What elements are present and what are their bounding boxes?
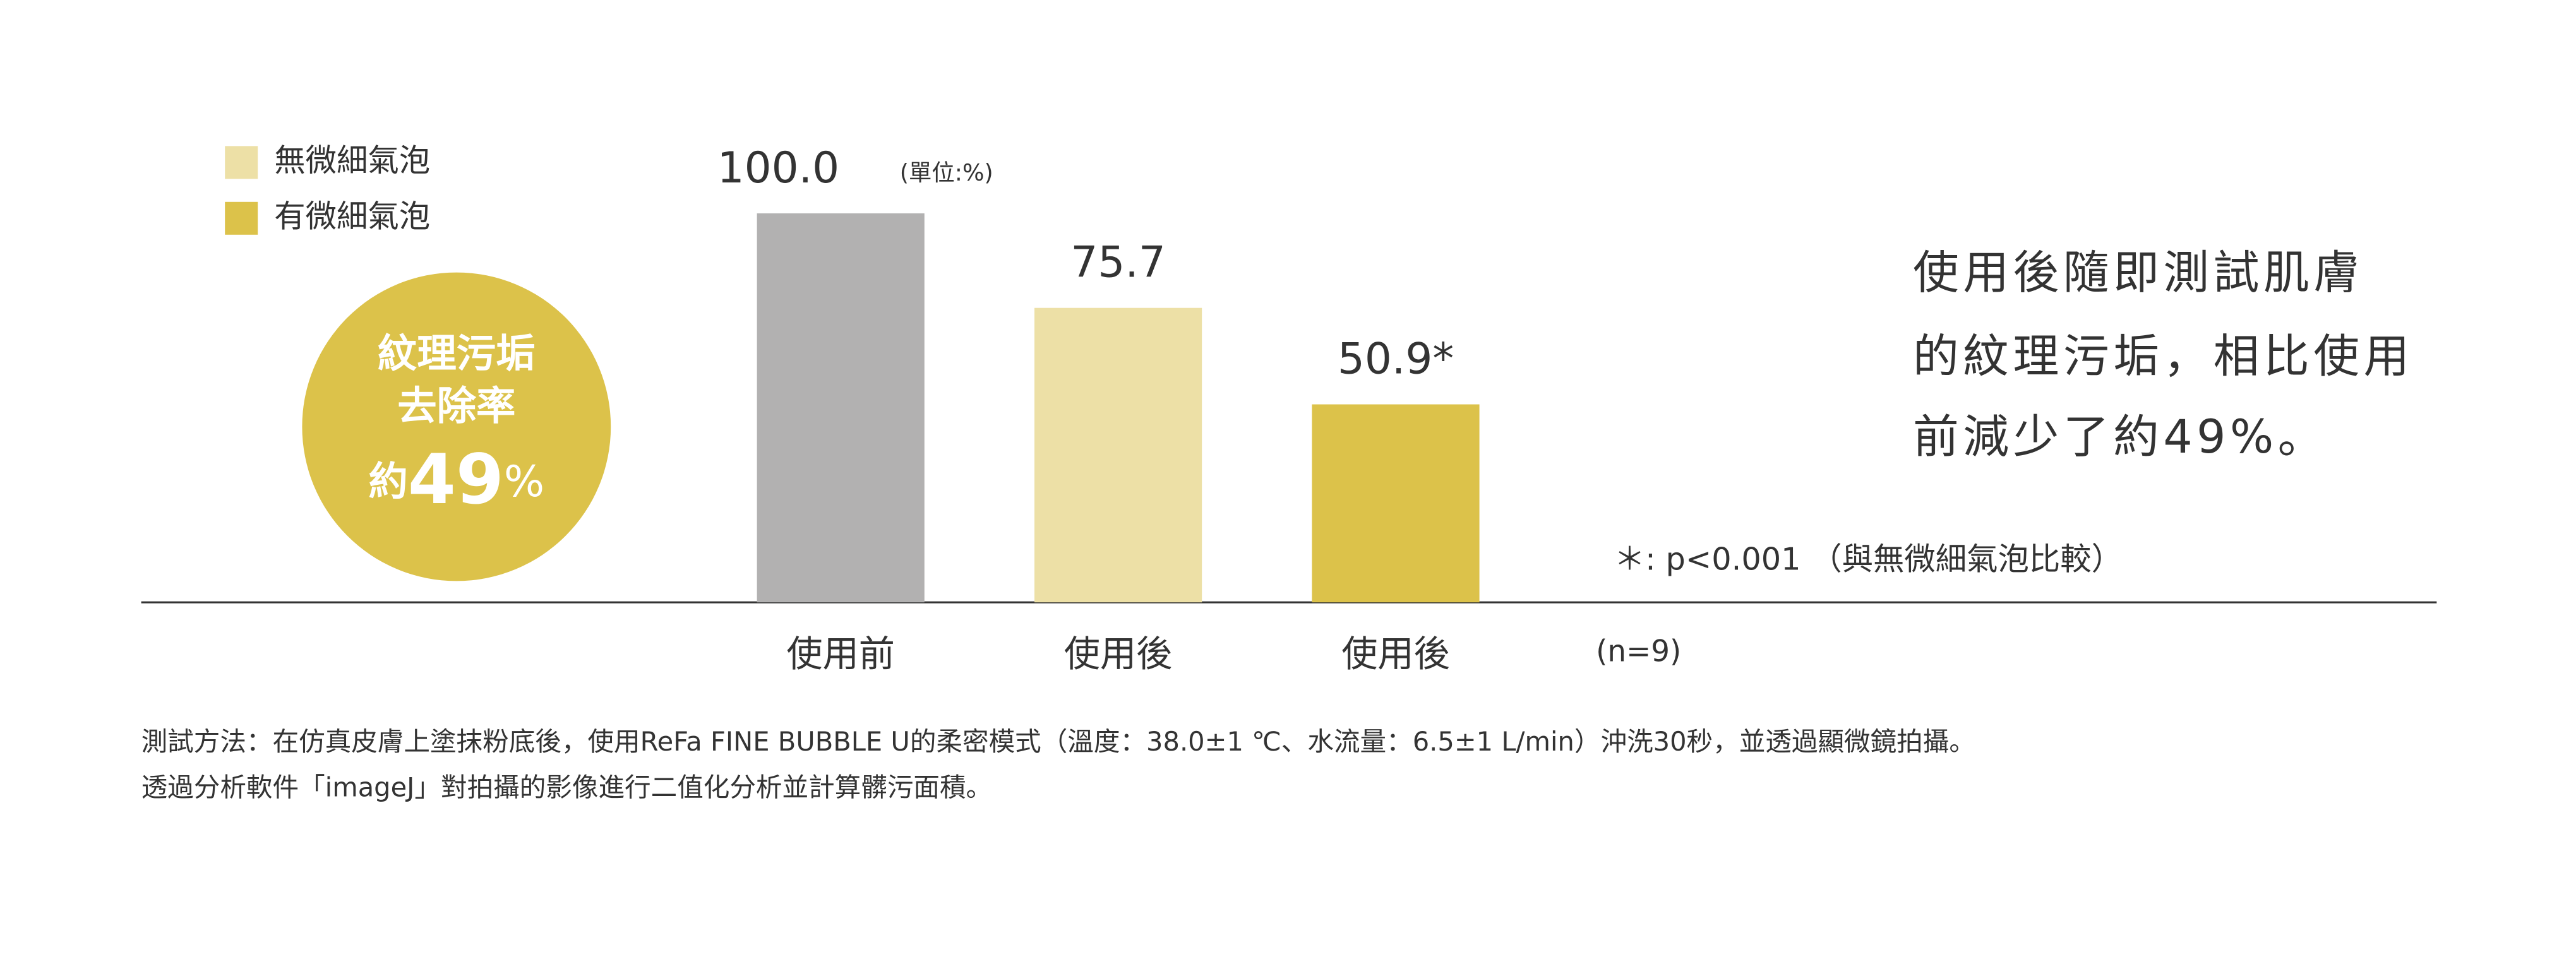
summary-line: 的紋理污垢，相比使用 <box>1913 330 2414 383</box>
badge-number: 49 <box>408 439 504 520</box>
x-tick-label: 使用後 <box>1341 634 1450 675</box>
footnote: 透過分析軟件「imageJ」對拍攝的影像進行二值化分析並計算髒污面積。 <box>141 772 993 803</box>
bar <box>1034 307 1202 603</box>
badge-unit: % <box>504 456 544 506</box>
legend-swatch <box>225 146 258 179</box>
summary-line: 前減少了約49%。 <box>1913 410 2328 464</box>
sample-size: (n=9) <box>1596 634 1681 669</box>
bar <box>757 213 925 603</box>
unit-label: (單位:%) <box>900 159 993 186</box>
badge-line: 紋理污垢 <box>378 330 536 376</box>
bar <box>1312 404 1480 603</box>
value-label: 50.9* <box>1338 333 1454 383</box>
summary-line: 使用後隨即測試肌膚 <box>1913 246 2364 300</box>
badge-line: 去除率 <box>397 383 515 429</box>
significance-note: ＊: p<0.001 （與無微細氣泡比較） <box>1614 541 2123 578</box>
x-tick-label: 使用前 <box>786 634 895 675</box>
badge-prefix: 約 <box>369 458 408 504</box>
x-tick-label: 使用後 <box>1064 634 1173 675</box>
value-label: 75.7 <box>1070 237 1165 287</box>
legend-label: 有微細氣泡 <box>274 198 430 234</box>
footnote: 測試方法：在仿真皮膚上塗抹粉底後，使用ReFa FINE BUBBLE U的柔密… <box>141 726 1975 757</box>
value-label: 100.0 <box>717 143 839 193</box>
badge <box>302 272 611 581</box>
legend-label: 無微細氣泡 <box>274 142 430 179</box>
badge-figure: 約49% <box>369 439 545 520</box>
legend-swatch <box>225 201 258 235</box>
